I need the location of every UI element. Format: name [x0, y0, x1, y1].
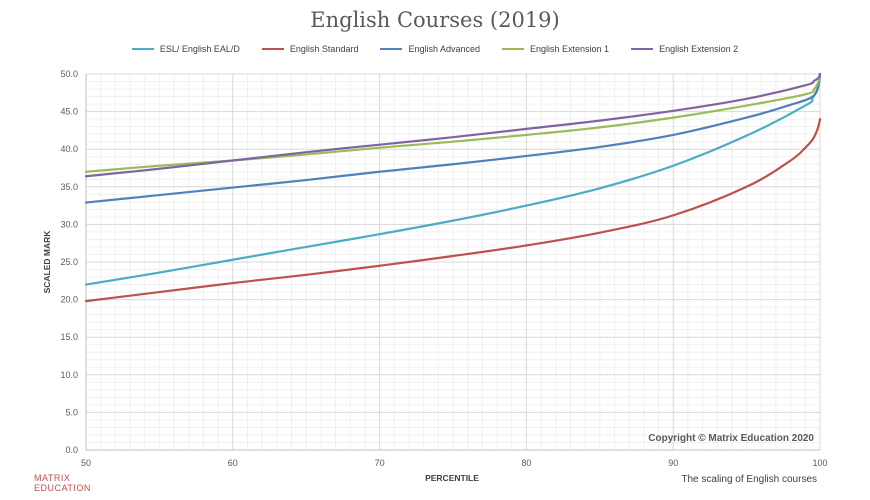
y-tick-label: 10.0 — [60, 370, 78, 380]
series-line-english-standard — [84, 118, 822, 303]
legend-swatch — [131, 48, 154, 50]
x-tick-label: 100 — [812, 458, 827, 468]
chart-title: English Courses (2019) — [310, 8, 560, 32]
y-tick-label: 25.0 — [60, 257, 78, 267]
legend-item: English Advanced — [380, 44, 480, 54]
legend-item: English Extension 2 — [631, 44, 738, 54]
x-tick-label: 90 — [668, 458, 678, 468]
x-axis-label: PERCENTILE — [425, 473, 479, 483]
legend-item: English Extension 1 — [502, 44, 609, 54]
y-tick-label: 15.0 — [60, 332, 78, 342]
x-tick-label: 80 — [521, 458, 531, 468]
legend-label: ESL/ English EAL/D — [159, 44, 240, 54]
legend-item: English Standard — [261, 44, 359, 54]
legend-label: English Extension 2 — [659, 44, 739, 54]
legend-swatch — [631, 48, 654, 50]
matrix-education-logo: MATRIX EDUCATION — [34, 473, 91, 493]
y-tick-label: 45.0 — [60, 107, 78, 117]
x-tick-label: 70 — [375, 458, 385, 468]
legend-label: English Standard — [289, 44, 359, 54]
y-tick-label: 20.0 — [60, 295, 78, 305]
y-tick-label: 0.0 — [65, 445, 78, 455]
legend-item: ESL/ English EAL/D — [131, 44, 240, 54]
y-tick-label: 50.0 — [60, 69, 78, 79]
footer-caption: The scaling of English courses — [681, 474, 817, 485]
logo-line-2: EDUCATION — [34, 483, 91, 493]
legend-label: English Extension 1 — [530, 44, 610, 54]
logo-line-1: MATRIX — [34, 473, 71, 483]
legend-label: English Advanced — [408, 44, 481, 54]
copyright-annotation: Copyright © Matrix Education 2020 — [648, 433, 814, 444]
y-axis-label: SCALED MARK — [42, 230, 52, 294]
legend-swatch — [502, 48, 525, 50]
series-line-english-extension-2 — [84, 72, 822, 178]
y-tick-label: 35.0 — [60, 182, 78, 192]
legend-swatch — [380, 48, 403, 50]
y-tick-label: 40.0 — [60, 144, 78, 154]
y-tick-label: 5.0 — [65, 407, 78, 417]
x-tick-label: 60 — [228, 458, 238, 468]
x-tick-label: 50 — [81, 458, 91, 468]
y-tick-label: 30.0 — [60, 219, 78, 229]
legend: ESL/ English EAL/D English Standard Englis… — [0, 44, 870, 54]
series-line-english-advanced — [84, 72, 822, 204]
legend-swatch — [261, 48, 284, 50]
series-line-esl-english-eal-d — [84, 72, 822, 286]
